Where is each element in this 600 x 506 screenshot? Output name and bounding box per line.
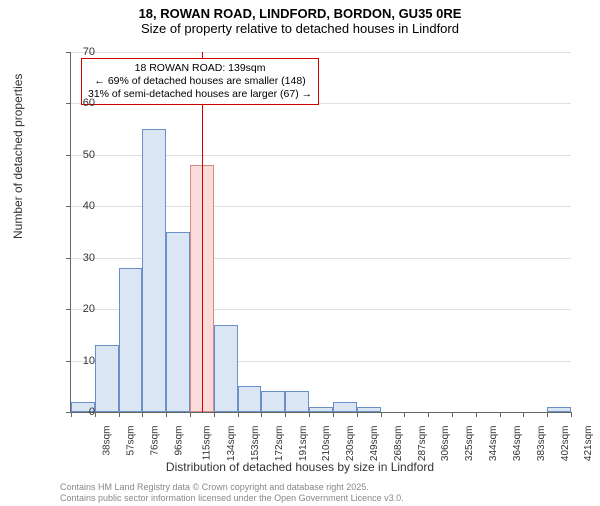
histogram-bar [285, 391, 309, 412]
xtick-mark [547, 412, 548, 417]
annotation-line3: 31% of semi-detached houses are larger (… [88, 88, 312, 101]
xtick-mark [523, 412, 524, 417]
xtick-label: 249sqm [369, 426, 380, 462]
xtick-label: 325sqm [464, 426, 475, 462]
xtick-mark [214, 412, 215, 417]
ytick-mark [66, 155, 71, 156]
xtick-label: 172sqm [274, 426, 285, 462]
xtick-label: 115sqm [202, 426, 213, 461]
xtick-mark [571, 412, 572, 417]
histogram-bar [142, 129, 166, 412]
ytick-label: 30 [83, 252, 95, 264]
marker-line [202, 52, 203, 412]
xtick-label: 402sqm [560, 426, 571, 462]
histogram-bar [333, 402, 357, 412]
ytick-label: 40 [83, 200, 95, 212]
xtick-mark [166, 412, 167, 417]
xtick-label: 210sqm [322, 426, 333, 462]
ytick-label: 0 [89, 406, 95, 418]
xtick-label: 344sqm [488, 426, 499, 462]
xtick-mark [476, 412, 477, 417]
histogram-bar [95, 345, 119, 412]
footer-attribution: Contains HM Land Registry data © Crown c… [60, 482, 404, 504]
chart-title-line1: 18, ROWAN ROAD, LINDFORD, BORDON, GU35 0… [0, 6, 600, 21]
xtick-label: 268sqm [393, 426, 404, 462]
ytick-label: 20 [83, 303, 95, 315]
annotation-line2: ← 69% of detached houses are smaller (14… [88, 75, 312, 88]
footer-line1: Contains HM Land Registry data © Crown c… [60, 482, 404, 493]
ytick-mark [66, 309, 71, 310]
xtick-label: 191sqm [298, 426, 309, 462]
annotation-box: 18 ROWAN ROAD: 139sqm← 69% of detached h… [81, 58, 319, 105]
xtick-label: 153sqm [250, 426, 261, 462]
plot-area: 18 ROWAN ROAD: 139sqm← 69% of detached h… [70, 52, 571, 413]
ytick-mark [66, 258, 71, 259]
histogram-bar [238, 386, 262, 412]
xtick-mark [190, 412, 191, 417]
x-axis-label: Distribution of detached houses by size … [0, 460, 600, 474]
xtick-label: 306sqm [441, 426, 452, 462]
ytick-mark [66, 206, 71, 207]
xtick-mark [285, 412, 286, 417]
histogram-bar [357, 407, 381, 412]
histogram-bar [309, 407, 333, 412]
ytick-label: 60 [83, 97, 95, 109]
histogram-bar [119, 268, 143, 412]
y-axis-label: Number of detached properties [11, 74, 25, 239]
xtick-label: 38sqm [102, 426, 113, 456]
ytick-label: 70 [83, 46, 95, 58]
annotation-line1: 18 ROWAN ROAD: 139sqm [88, 62, 312, 75]
ytick-label: 50 [83, 149, 95, 161]
xtick-mark [71, 412, 72, 417]
ytick-mark [66, 361, 71, 362]
xtick-mark [238, 412, 239, 417]
xtick-mark [119, 412, 120, 417]
xtick-mark [333, 412, 334, 417]
footer-line2: Contains public sector information licen… [60, 493, 404, 504]
xtick-mark [309, 412, 310, 417]
chart-title-line2: Size of property relative to detached ho… [0, 21, 600, 36]
xtick-mark [428, 412, 429, 417]
histogram-bar [547, 407, 571, 412]
ytick-mark [66, 52, 71, 53]
xtick-mark [261, 412, 262, 417]
xtick-mark [404, 412, 405, 417]
histogram-bar [214, 325, 238, 412]
xtick-label: 230sqm [345, 426, 356, 462]
xtick-label: 57sqm [125, 426, 136, 456]
xtick-label: 76sqm [149, 426, 160, 456]
xtick-mark [357, 412, 358, 417]
ytick-label: 10 [83, 355, 95, 367]
gridline [71, 52, 571, 53]
ytick-mark [66, 103, 71, 104]
xtick-label: 134sqm [226, 426, 237, 462]
xtick-mark [381, 412, 382, 417]
xtick-label: 287sqm [417, 426, 428, 462]
xtick-label: 421sqm [583, 426, 594, 462]
xtick-mark [452, 412, 453, 417]
xtick-label: 96sqm [173, 426, 184, 456]
xtick-mark [500, 412, 501, 417]
xtick-mark [142, 412, 143, 417]
xtick-label: 383sqm [536, 426, 547, 462]
xtick-label: 364sqm [512, 426, 523, 462]
histogram-bar [261, 391, 285, 412]
histogram-bar [166, 232, 190, 412]
